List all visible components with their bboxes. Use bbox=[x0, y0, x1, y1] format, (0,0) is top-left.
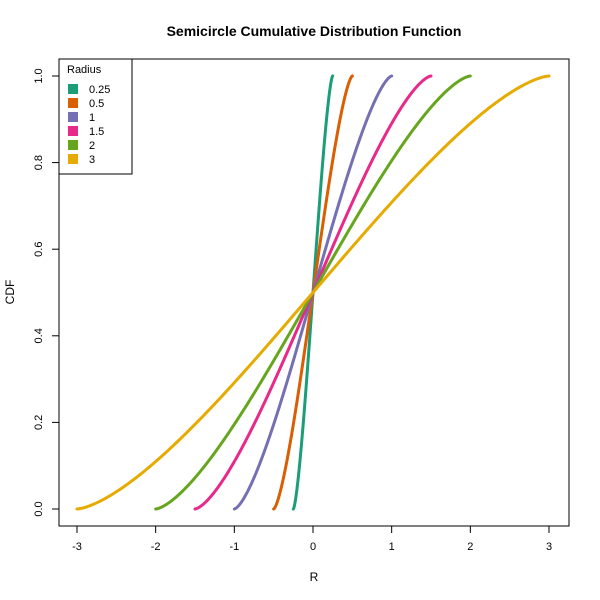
legend-swatch bbox=[68, 84, 78, 94]
y-axis: 0.0 0.2 0.4 0.6 0.8 1.0 bbox=[33, 68, 59, 517]
legend-label: 2 bbox=[89, 140, 95, 152]
legend: Radius 0.25 0.5 1 1.5 2 3 bbox=[58, 58, 133, 175]
legend-title: Radius bbox=[67, 64, 102, 76]
x-tick-label: 0 bbox=[310, 541, 316, 553]
legend-label: 1.5 bbox=[89, 126, 104, 138]
legend-swatch bbox=[68, 98, 78, 108]
legend-label: 0.5 bbox=[89, 98, 104, 110]
y-tick-label: 0.2 bbox=[33, 415, 45, 430]
y-tick-label: 0.4 bbox=[33, 328, 45, 343]
y-tick-label: 0.8 bbox=[33, 155, 45, 170]
x-tick-label: -3 bbox=[72, 541, 82, 553]
series-group bbox=[75, 74, 551, 511]
legend-swatch bbox=[68, 140, 78, 150]
legend-label: 3 bbox=[89, 154, 95, 166]
x-tick-label: -2 bbox=[151, 541, 161, 553]
legend-label: 0.25 bbox=[89, 84, 110, 96]
x-tick-label: 3 bbox=[546, 541, 552, 553]
y-tick-label: 1.0 bbox=[33, 68, 45, 83]
x-axis: -3 -2 -1 0 1 2 3 bbox=[72, 526, 552, 553]
x-tick-label: -1 bbox=[229, 541, 239, 553]
legend-swatch bbox=[68, 112, 78, 122]
y-axis-label: CDF bbox=[3, 280, 17, 305]
x-axis-label: R bbox=[310, 570, 319, 584]
plot-frame bbox=[58, 58, 570, 527]
x-tick-label: 1 bbox=[389, 541, 395, 553]
legend-label: 1 bbox=[89, 112, 95, 124]
series-line-5 bbox=[75, 74, 551, 511]
chart-title: Semicircle Cumulative Distribution Funct… bbox=[167, 23, 462, 39]
legend-items: 0.25 0.5 1 1.5 2 3 bbox=[68, 84, 110, 166]
x-tick-label: 2 bbox=[467, 541, 473, 553]
y-tick-label: 0.0 bbox=[33, 501, 45, 516]
y-tick-label: 0.6 bbox=[33, 242, 45, 257]
legend-swatch bbox=[68, 154, 78, 164]
legend-swatch bbox=[68, 126, 78, 136]
